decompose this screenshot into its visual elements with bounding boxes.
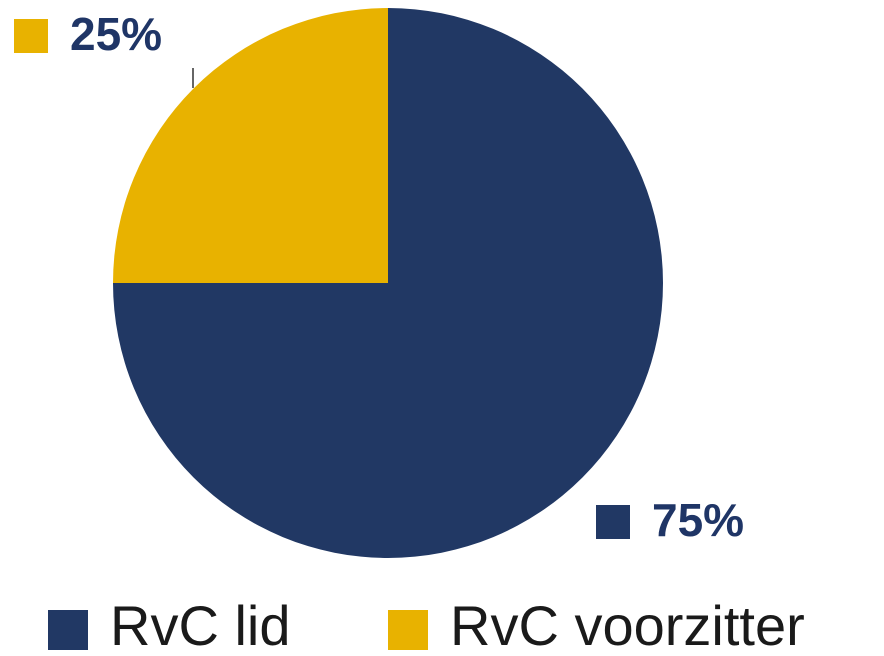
legend-label: RvC lid: [110, 594, 290, 656]
data-label-key: [14, 19, 48, 53]
legend-label: RvC voorzitter: [450, 594, 805, 656]
data-label: 75%: [652, 494, 744, 546]
pie-slice: [113, 8, 388, 283]
legend-swatch: [388, 610, 428, 650]
legend-swatch: [48, 610, 88, 650]
data-label: 25%: [70, 8, 162, 60]
data-label-key: [596, 505, 630, 539]
